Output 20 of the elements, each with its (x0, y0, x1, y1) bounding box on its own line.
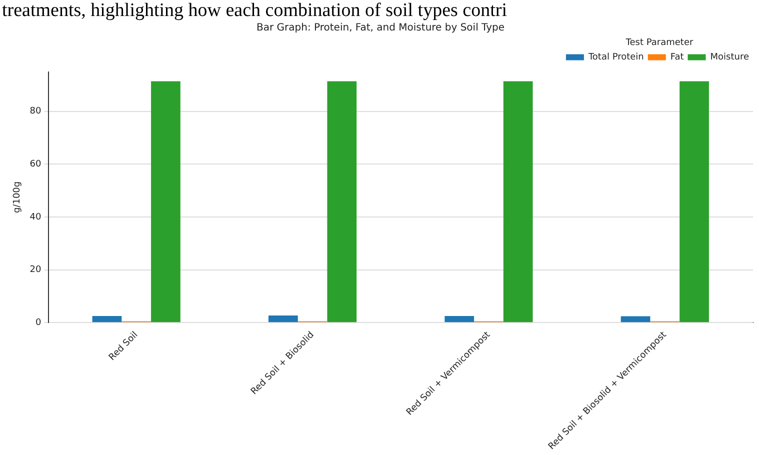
legend-label: Total Protein (587, 52, 644, 63)
y-tick-label: 20 (30, 265, 42, 276)
legend-label: Moisture (710, 52, 750, 63)
y-tick-label: 80 (30, 106, 42, 117)
legend-label: Fat (670, 52, 684, 63)
y-tick-label: 0 (36, 318, 42, 328)
bar (620, 316, 650, 322)
bar (444, 316, 474, 322)
text: treatments, highlighting how each combination of soil types contri (1, 0, 508, 22)
bar (327, 81, 357, 322)
bar (268, 316, 298, 322)
y-tick-label: 40 (30, 212, 42, 222)
y-tick-label: 60 (30, 160, 42, 170)
bar (92, 316, 122, 322)
chart-title: Bar Graph: Protein, Fat, and Moisture by Soil Type (256, 22, 504, 34)
bar (680, 81, 709, 322)
bar (503, 81, 533, 322)
bar (151, 81, 180, 322)
legend-title: Test Parameter (624, 38, 694, 48)
y-axis-title: g/100g (12, 181, 23, 214)
